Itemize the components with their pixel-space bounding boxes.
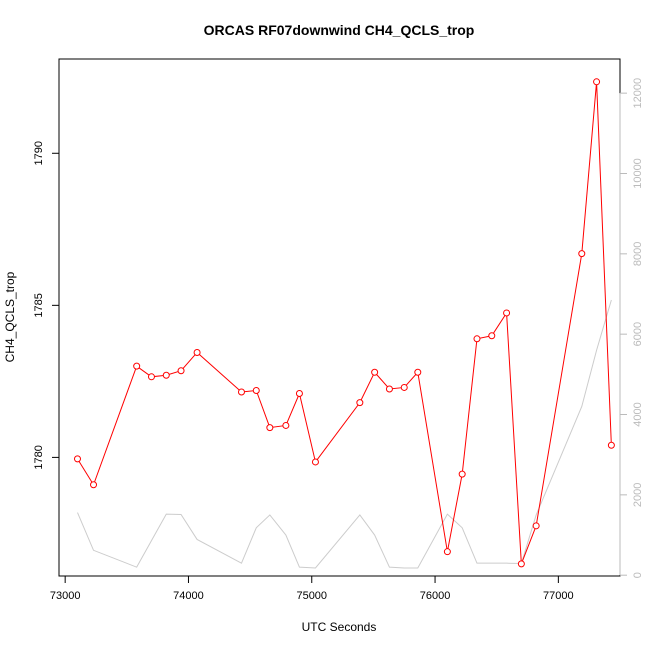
red-series-point [607, 441, 615, 449]
red-series-point [400, 383, 408, 391]
x-tick-label: 77000 [543, 590, 574, 602]
red-series-point [147, 373, 155, 381]
y2-tick-label: 2000 [632, 483, 644, 507]
red-series-point [295, 390, 303, 398]
y2-tick-label: 10000 [632, 158, 644, 189]
red-series-point [282, 421, 290, 429]
x-axis-label: UTC Seconds [302, 620, 377, 634]
red-series-point [133, 362, 141, 370]
y-axis-label: CH4_QCLS_trop [3, 271, 17, 362]
y-axis-right: 0 2000 4000 6000 8000 10000 12000 [619, 78, 644, 578]
y2-tick-label: 4000 [632, 402, 644, 426]
red-series-point [90, 481, 98, 489]
y2-tick-label: 6000 [632, 322, 644, 346]
y-axis-left: 1780 1785 1790 [33, 141, 60, 470]
red-series-point [458, 470, 466, 478]
y2-tick-label: 12000 [632, 78, 644, 109]
chart-title: ORCAS RF07downwind CH4_QCLS_trop [204, 22, 475, 38]
x-axis: 73000 74000 75000 76000 77000 [50, 575, 574, 602]
gray-series-line [77, 299, 612, 569]
y-tick-label: 1780 [33, 445, 45, 469]
x-tick-label: 73000 [50, 590, 81, 602]
x-tick-label: 75000 [296, 590, 327, 602]
x-tick-label: 74000 [173, 590, 204, 602]
red-series-point [488, 332, 496, 340]
y-tick-label: 1790 [33, 141, 45, 165]
red-series-point [356, 399, 364, 407]
red-series-point [593, 78, 601, 86]
red-series-point [414, 368, 422, 376]
y2-tick-label: 8000 [632, 242, 644, 266]
plot-frame [58, 58, 621, 577]
x-tick-label: 76000 [420, 590, 451, 602]
red-series-point [177, 367, 185, 375]
red-series-point [237, 388, 245, 396]
red-series-point [193, 348, 201, 356]
red-series-line [77, 81, 612, 565]
red-series-point [473, 335, 481, 343]
red-series-point [443, 548, 451, 556]
red-series-point [371, 368, 379, 376]
red-series-point [385, 385, 393, 393]
red-series-point [252, 386, 260, 394]
y2-tick-label: 0 [632, 572, 644, 578]
red-series-point [73, 455, 81, 463]
red-series-point [517, 560, 525, 568]
series-gray-layer [77, 299, 612, 569]
red-series-point [311, 458, 319, 466]
red-series-point [503, 309, 511, 317]
red-series-point [578, 250, 586, 258]
red-series-point [266, 424, 274, 432]
red-series-point [532, 522, 540, 530]
y-tick-label: 1785 [33, 293, 45, 317]
red-series-point [162, 371, 170, 379]
series-red-layer [73, 78, 615, 568]
